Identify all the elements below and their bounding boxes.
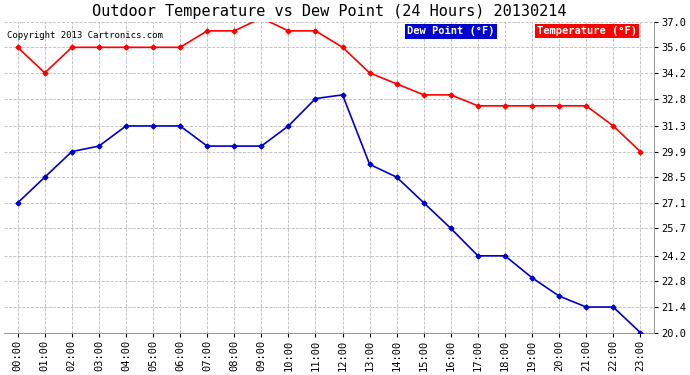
Text: Copyright 2013 Cartronics.com: Copyright 2013 Cartronics.com [8,31,164,40]
Text: Temperature (°F): Temperature (°F) [537,26,637,36]
Text: Dew Point (°F): Dew Point (°F) [407,26,495,36]
Title: Outdoor Temperature vs Dew Point (24 Hours) 20130214: Outdoor Temperature vs Dew Point (24 Hou… [92,4,566,19]
